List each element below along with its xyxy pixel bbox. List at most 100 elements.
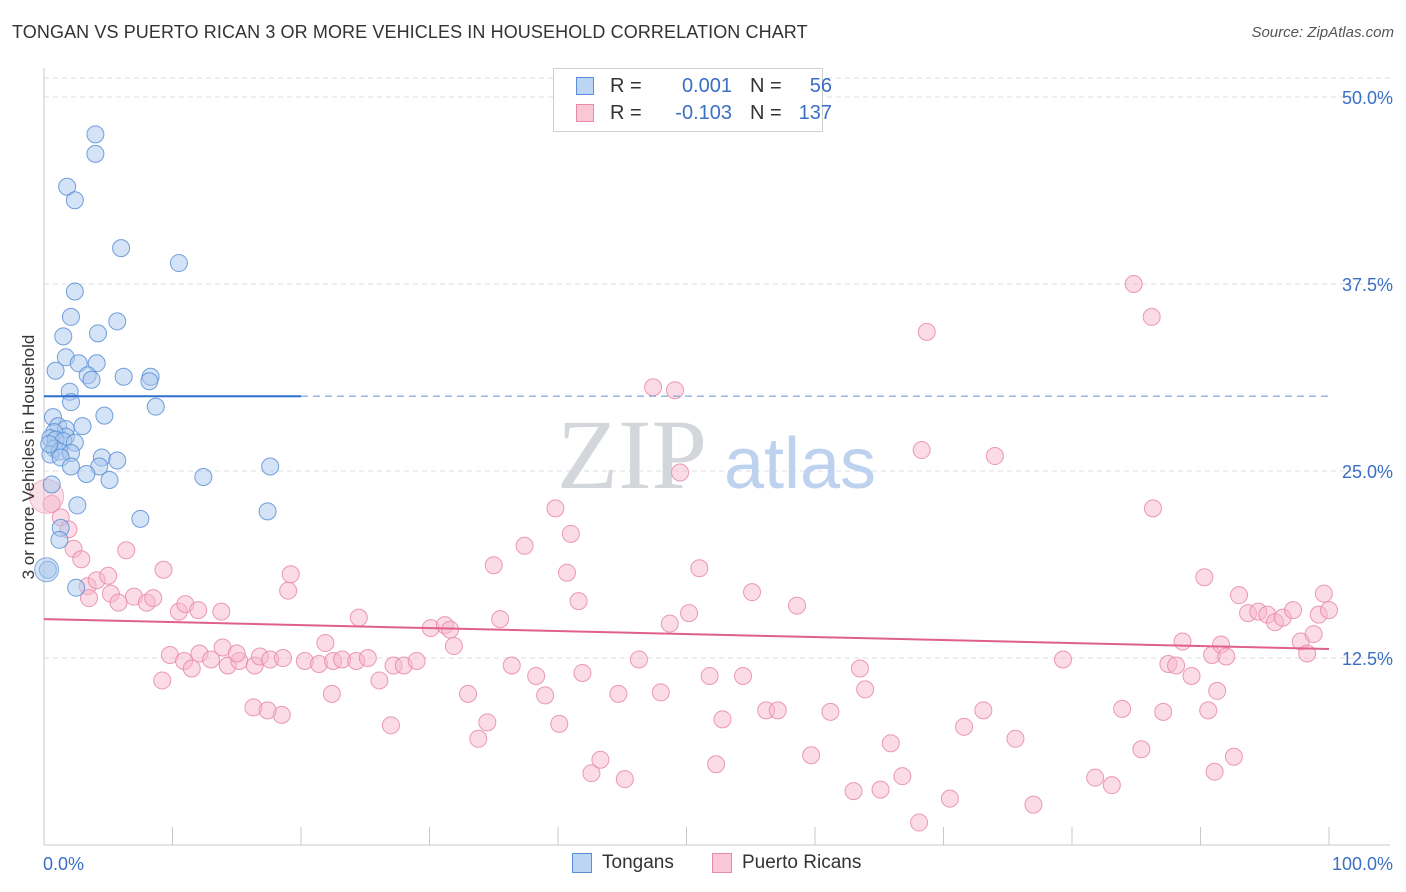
puerto-rican-point	[881, 734, 900, 753]
tongan-point	[69, 354, 88, 373]
tongan-point	[95, 406, 114, 425]
legend-row-puerto-ricans: R = -0.103 N = 137	[576, 100, 832, 126]
watermark: ZIP atlas	[557, 399, 876, 510]
puerto-rican-point	[1142, 307, 1161, 326]
puerto-rican-point	[768, 701, 787, 720]
axis-labels: 12.5% 25.0% 37.5% 50.0% 0.0% 100.0% 3 or more …	[19, 88, 1393, 874]
puerto-rican-point	[117, 541, 136, 560]
puerto-rican-point	[1304, 625, 1323, 644]
puerto-rican-point	[557, 563, 576, 582]
bottom-legend-swatch-tongans	[572, 853, 592, 873]
y-tick-label: 12.5%	[1342, 649, 1393, 669]
puerto-rican-point	[917, 322, 936, 341]
puerto-rican-point	[1208, 681, 1227, 700]
puerto-rican-point	[974, 701, 993, 720]
puerto-rican-point	[550, 714, 569, 733]
puerto-rican-point	[644, 378, 663, 397]
puerto-rican-point	[1217, 647, 1236, 666]
legend-n-label: N =	[750, 101, 782, 124]
bottom-legend-label-tongans: Tongans	[602, 852, 674, 873]
watermark-zip: ZIP	[557, 399, 707, 510]
puerto-rican-point	[561, 524, 580, 543]
puerto-rican-point	[821, 702, 840, 721]
tongan-point	[34, 557, 60, 583]
puerto-rican-point	[1205, 762, 1224, 781]
puerto-rican-point	[871, 780, 890, 799]
puerto-rican-point	[546, 499, 565, 518]
bottom-legend-puerto-ricans: Puerto Ricans	[712, 852, 861, 874]
puerto-rican-point	[484, 556, 503, 575]
puerto-rican-point	[99, 566, 118, 585]
puerto-rican-point	[609, 684, 628, 703]
tongan-point	[67, 578, 86, 597]
tongan-point	[87, 354, 106, 373]
legend-n-value-puerto-ricans: 137	[798, 101, 832, 124]
puerto-rican-point	[189, 601, 208, 620]
puerto-rican-point	[322, 684, 341, 703]
puerto-rican-point	[370, 671, 389, 690]
puerto-rican-point	[788, 596, 807, 615]
tongan-point	[54, 327, 73, 346]
puerto-rican-point	[671, 463, 690, 482]
tongan-point	[194, 467, 213, 486]
puerto-rican-point	[527, 666, 546, 685]
puerto-rican-point	[985, 447, 1004, 466]
puerto-rican-point	[79, 589, 98, 608]
puerto-rican-trend-line	[43, 618, 1330, 651]
puerto-rican-point	[349, 608, 368, 627]
puerto-rican-point	[316, 634, 335, 653]
stats-legend: R = 0.001 N = 56 R = -0.103 N = 137	[553, 68, 832, 132]
puerto-rican-point	[258, 701, 277, 720]
gridlines	[44, 77, 1390, 659]
puerto-rican-point	[469, 729, 488, 748]
puerto-rican-point	[212, 602, 231, 621]
puerto-rican-point	[478, 713, 497, 732]
puerto-rican-point	[1132, 740, 1151, 759]
tongan-point	[40, 435, 59, 454]
puerto-rican-point	[665, 381, 684, 400]
tongan-point	[169, 254, 188, 273]
puerto-rican-points	[29, 275, 1338, 832]
y-tick-label: 50.0%	[1342, 88, 1393, 108]
puerto-rican-point	[713, 710, 732, 729]
tongan-point	[58, 177, 77, 196]
tongan-point	[42, 475, 61, 494]
tongan-point	[100, 470, 119, 489]
puerto-rican-point	[573, 663, 592, 682]
puerto-rican-point	[912, 441, 931, 460]
puerto-rican-point	[1173, 632, 1192, 651]
legend-r-value-puerto-ricans: -0.103	[675, 101, 732, 124]
puerto-rican-point	[629, 650, 648, 669]
tongan-point	[61, 457, 80, 476]
puerto-rican-point	[1320, 601, 1338, 620]
puerto-rican-point	[536, 686, 555, 705]
puerto-rican-point	[802, 746, 821, 765]
tongan-point	[61, 393, 80, 412]
y-axis-title: 3 or more Vehicles in Household	[19, 335, 38, 580]
tongan-point	[61, 307, 80, 326]
tongan-point	[82, 370, 101, 389]
puerto-rican-point	[1224, 747, 1243, 766]
puerto-rican-point	[651, 683, 670, 702]
tongan-point	[112, 239, 131, 258]
puerto-rican-point	[1124, 275, 1143, 293]
legend-n-label: N =	[750, 74, 782, 97]
puerto-rican-point	[734, 666, 753, 685]
puerto-rican-point	[1167, 656, 1186, 675]
puerto-rican-point	[893, 767, 912, 786]
chart-title: TONGAN VS PUERTO RICAN 3 OR MORE VEHICLE…	[12, 22, 808, 42]
puerto-rican-point	[1102, 776, 1121, 795]
x-tick-label-min: 0.0%	[43, 854, 84, 874]
puerto-rican-point	[227, 644, 246, 663]
puerto-rican-point	[615, 770, 634, 789]
tongan-point	[146, 397, 165, 416]
puerto-rican-point	[1314, 584, 1333, 603]
legend-r-label: R =	[610, 74, 642, 97]
puerto-rican-point	[491, 610, 510, 629]
source-label: Source: ZipAtlas.com	[1251, 24, 1394, 41]
puerto-rican-point	[1182, 666, 1201, 685]
puerto-rican-point	[1199, 701, 1218, 720]
puerto-rican-point	[850, 659, 869, 678]
puerto-rican-point	[1054, 650, 1073, 669]
